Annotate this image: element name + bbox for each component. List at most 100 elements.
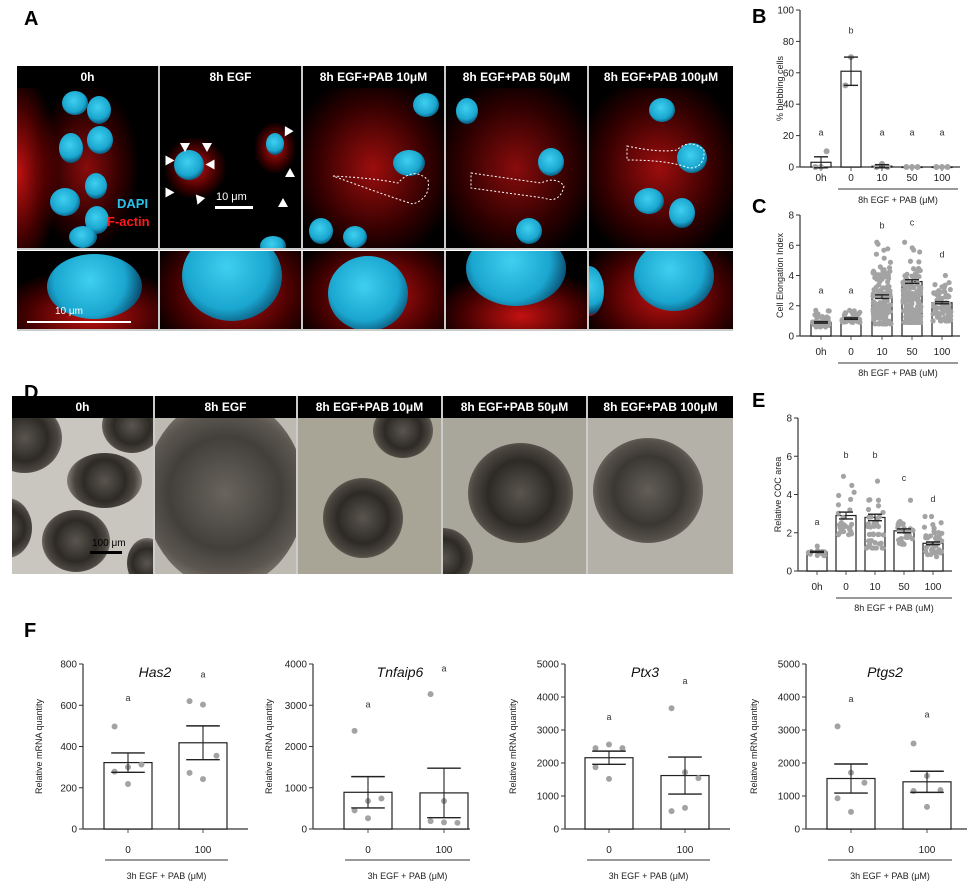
data-point — [825, 315, 831, 321]
y-tick-label: 4000 — [285, 660, 308, 671]
x-tick-label: 0 — [848, 173, 854, 184]
data-point — [871, 520, 877, 527]
data-point — [881, 267, 887, 273]
panel-d-header-8h-egf: 8h EGF — [155, 396, 298, 418]
x-tick-label: 0 — [125, 845, 131, 856]
data-point — [873, 251, 880, 257]
data-point — [849, 482, 855, 488]
data-point — [933, 164, 940, 170]
y-tick-label: 1000 — [285, 783, 308, 794]
data-point — [814, 543, 820, 549]
data-point — [938, 520, 944, 526]
y-tick-label: 4000 — [778, 693, 801, 704]
data-point — [917, 249, 923, 255]
data-point — [902, 273, 908, 279]
data-point — [839, 319, 845, 325]
micrograph-8h-egf: 10 μm — [160, 88, 303, 250]
data-point — [606, 741, 612, 748]
significance-letter: a — [125, 693, 130, 703]
data-point — [866, 514, 872, 520]
significance-letter: a — [924, 709, 929, 719]
panel-a-header-pab50: 8h EGF+PAB 50μM — [446, 66, 589, 88]
data-point — [427, 818, 434, 825]
y-tick-label: 200 — [60, 783, 77, 794]
y-tick-label: 0 — [788, 163, 794, 174]
brightfield-pab100 — [588, 418, 733, 574]
f-actin-label: F-actin — [107, 214, 150, 229]
data-point — [836, 492, 842, 499]
data-point — [895, 522, 901, 528]
x-tick-label: 50 — [906, 173, 918, 184]
y-axis-label: Relative mRNA quantity — [264, 698, 274, 794]
data-point — [872, 321, 878, 327]
data-point — [909, 536, 915, 542]
y-tick-label: 0 — [794, 825, 800, 836]
data-point — [865, 523, 871, 530]
data-point — [875, 503, 882, 509]
panel-d-header-0h: 0h — [12, 396, 155, 418]
data-point — [872, 540, 878, 546]
data-point — [931, 549, 938, 555]
significance-letter: a — [814, 517, 819, 527]
data-point — [213, 752, 220, 759]
data-point — [887, 259, 894, 265]
data-point — [907, 258, 914, 264]
data-point — [695, 775, 702, 782]
data-point — [937, 787, 944, 794]
zoom-0h: 10 μm — [17, 251, 160, 331]
y-tick-label: 3000 — [285, 701, 308, 712]
data-point — [847, 507, 853, 513]
significance-letter: a — [682, 676, 687, 686]
data-point — [836, 522, 842, 528]
data-point — [887, 302, 893, 308]
data-point — [812, 312, 818, 318]
chart-title: Has2 — [139, 664, 172, 680]
data-point — [875, 531, 881, 538]
y-tick-label: 20 — [783, 131, 795, 142]
data-point — [931, 290, 937, 296]
significance-letter: b — [843, 450, 848, 460]
data-point — [186, 769, 193, 776]
data-point — [825, 322, 832, 329]
x-tick-label: 0h — [811, 582, 822, 593]
data-point — [944, 292, 951, 299]
bar — [660, 774, 710, 830]
x-tick-label: 10 — [869, 582, 881, 593]
y-tick-label: 5000 — [778, 660, 801, 671]
data-point — [915, 314, 922, 320]
data-point — [923, 548, 929, 554]
y-tick-label: 800 — [60, 660, 77, 671]
y-axis-label: Relative COC area — [773, 457, 783, 533]
data-point — [870, 299, 877, 305]
data-point — [910, 308, 916, 314]
data-point — [888, 321, 894, 327]
y-tick-label: 3000 — [537, 726, 560, 737]
significance-letter: a — [200, 669, 205, 679]
data-point — [848, 808, 854, 815]
data-point — [200, 701, 206, 708]
data-point — [903, 164, 910, 170]
cell-outline — [626, 143, 705, 169]
data-point — [843, 319, 849, 325]
scale-bar-bottom — [27, 321, 131, 323]
data-point — [930, 318, 936, 324]
y-tick-label: 0 — [788, 332, 794, 343]
zoom-pab100 — [589, 251, 733, 331]
panel-d-header-pab10: 8h EGF+PAB 10μM — [298, 396, 443, 418]
panel-label-a: A — [24, 8, 39, 30]
data-point — [865, 506, 872, 513]
y-tick-label: 8 — [786, 414, 792, 425]
brightfield-pab10 — [298, 418, 443, 574]
data-point — [918, 303, 924, 310]
x-tick-label: 10 — [876, 347, 888, 358]
significance-letter: d — [939, 249, 944, 259]
data-point — [851, 311, 857, 317]
y-tick-label: 2 — [788, 301, 794, 312]
data-point — [668, 808, 675, 815]
data-point — [909, 164, 915, 170]
data-point — [877, 272, 883, 278]
bar — [103, 761, 153, 830]
data-point — [914, 289, 920, 295]
